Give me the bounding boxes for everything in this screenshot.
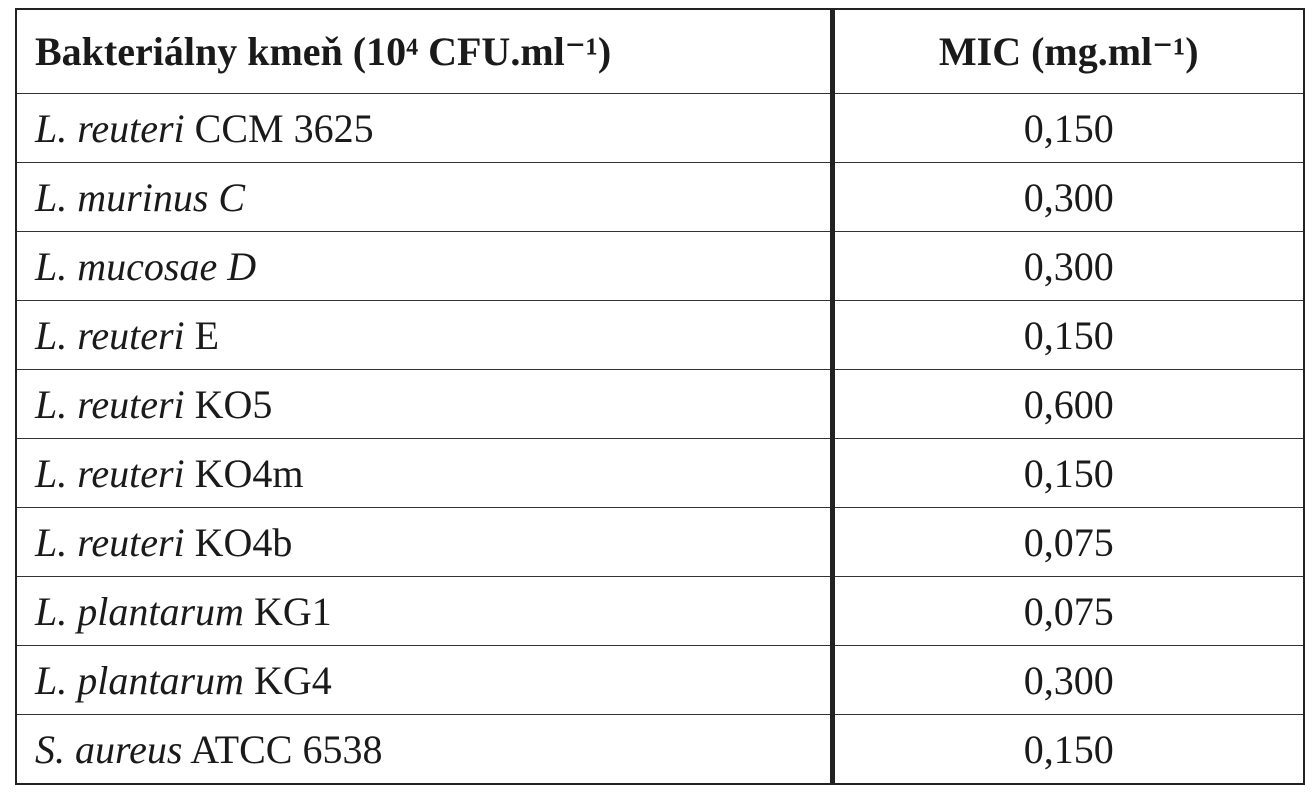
mic-value: 0,300 xyxy=(829,162,1304,232)
species-name: L. plantarum xyxy=(35,657,244,703)
species-name: L. reuteri xyxy=(35,381,185,427)
strain-code: CCM 3625 xyxy=(194,105,374,151)
strain-code: KO4m xyxy=(194,450,304,496)
strain-cell: S. aureus ATCC 6538 xyxy=(16,714,832,784)
header-row: Bakteriálny kmeň (10⁴ CFU.ml⁻¹) MIC (mg.… xyxy=(16,8,1304,94)
table-row: L. reuteri CCM 3625 0,150 xyxy=(16,93,1304,163)
species-name: L. reuteri xyxy=(35,519,185,565)
strain-cell: L. plantarum KG1 xyxy=(16,576,832,646)
strain-cell: L. mucosae D xyxy=(16,231,832,301)
mic-value: 0,150 xyxy=(829,300,1304,370)
strain-cell: L. reuteri E xyxy=(16,300,832,370)
mic-value: 0,075 xyxy=(829,576,1304,646)
mic-table: Bakteriálny kmeň (10⁴ CFU.ml⁻¹) MIC (mg.… xyxy=(15,8,1305,785)
header-cell: Bakteriálny kmeň (10⁴ CFU.ml⁻¹) xyxy=(16,8,832,94)
mic-value: 0,150 xyxy=(829,93,1304,163)
strain-cell: L. reuteri CCM 3625 xyxy=(16,93,832,163)
table-row: S. aureus ATCC 6538 0,150 xyxy=(16,714,1304,784)
table-row: L. murinus C 0,300 xyxy=(16,162,1304,232)
table-row: L. reuteri E 0,150 xyxy=(16,300,1304,370)
strain-cell: L. reuteri KO4m xyxy=(16,438,832,508)
species-name: L. plantarum xyxy=(35,588,244,634)
species-name: L. murinus C xyxy=(35,174,246,220)
mic-value: 0,300 xyxy=(829,645,1304,715)
strain-code: KG4 xyxy=(253,657,332,703)
species-name: S. aureus xyxy=(35,726,183,772)
header-cell: MIC (mg.ml⁻¹) xyxy=(829,8,1304,94)
mic-value: 0,600 xyxy=(829,369,1304,439)
strain-code: ATCC 6538 xyxy=(190,726,383,772)
table-row: L. plantarum KG4 0,300 xyxy=(16,645,1304,715)
mic-value: 0,300 xyxy=(829,231,1304,301)
mic-value: 0,075 xyxy=(829,507,1304,577)
species-name: L. reuteri xyxy=(35,312,185,358)
strain-cell: L. murinus C xyxy=(16,162,832,232)
mic-value: 0,150 xyxy=(829,438,1304,508)
strain-code: E xyxy=(194,312,220,358)
table-row: L. reuteri KO4b 0,075 xyxy=(16,507,1304,577)
strain-cell: L. reuteri KO4b xyxy=(16,507,832,577)
table-row: L. mucosae D 0,300 xyxy=(16,231,1304,301)
species-name: L. reuteri xyxy=(35,105,185,151)
species-name: L. reuteri xyxy=(35,450,185,496)
species-name: L. mucosae D xyxy=(35,243,257,289)
strain-code: KG1 xyxy=(253,588,332,634)
strain-code: KO5 xyxy=(194,381,273,427)
strain-code: KO4b xyxy=(194,519,293,565)
table-row: L. reuteri KO4m 0,150 xyxy=(16,438,1304,508)
table-row: L. reuteri KO5 0,600 xyxy=(16,369,1304,439)
table-body: L. reuteri CCM 3625 0,150 L. murinus C 0,30… xyxy=(16,93,1304,784)
strain-cell: L. reuteri KO5 xyxy=(16,369,832,439)
strain-cell: L. plantarum KG4 xyxy=(16,645,832,715)
table-row: L. plantarum KG1 0,075 xyxy=(16,576,1304,646)
mic-value: 0,150 xyxy=(829,714,1304,784)
